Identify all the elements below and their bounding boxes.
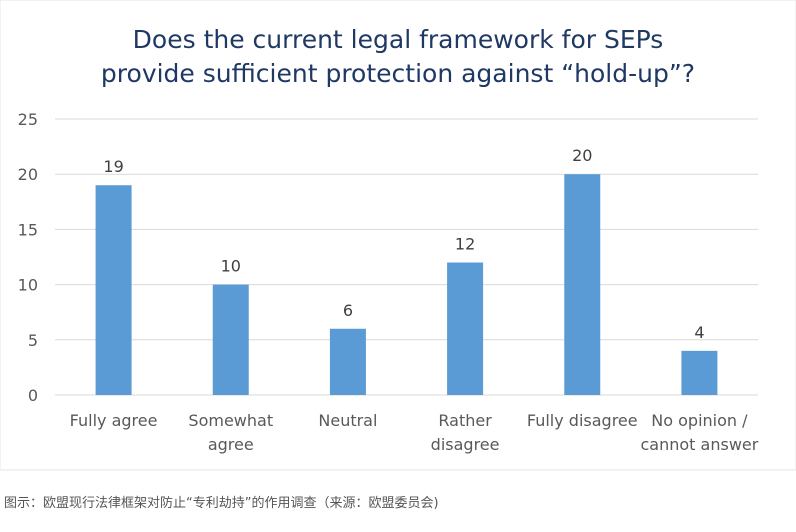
data-label: 20	[572, 146, 592, 165]
bar	[564, 174, 601, 395]
data-label: 19	[103, 157, 123, 176]
bar	[681, 350, 718, 395]
x-category-label: Fully disagree	[527, 411, 638, 430]
gridlines	[55, 118, 758, 396]
data-labels: 19 10 6 12 20 4	[103, 146, 704, 342]
bar	[447, 262, 484, 395]
x-category-label: No opinion /	[651, 411, 748, 430]
figure-caption: 图示：欧盟现行法律框架对防止“专利劫持”的作用调查（来源：欧盟委员会)	[4, 496, 439, 511]
x-category-label: disagree	[431, 435, 500, 454]
y-tick-label: 15	[18, 220, 38, 239]
y-tick-label: 10	[18, 276, 38, 295]
bar	[329, 328, 366, 395]
x-axis-categories: Fully agree Somewhat agree Neutral Rather dis…	[70, 411, 759, 454]
x-category-label: Somewhat	[188, 411, 273, 430]
data-label: 12	[455, 235, 475, 254]
y-tick-label: 25	[18, 110, 38, 129]
y-tick-label: 5	[28, 331, 38, 350]
x-category-label: agree	[208, 435, 254, 454]
x-category-label: Neutral	[318, 411, 377, 430]
y-tick-label: 0	[28, 386, 38, 405]
data-label: 10	[221, 257, 241, 276]
bars	[95, 174, 718, 395]
chart-area	[0, 0, 796, 471]
chart-title-line: provide sufficient protection against “h…	[101, 59, 695, 88]
y-axis-ticks: 0 5 10 15 20 25	[18, 110, 38, 405]
x-category-label: cannot answer	[641, 435, 759, 454]
chart-title-line: Does the current legal framework for SEP…	[133, 25, 664, 54]
chart-title: Does the current legal framework for SEP…	[101, 25, 695, 88]
data-label: 4	[694, 323, 704, 342]
bar	[95, 185, 132, 395]
bar	[212, 284, 249, 395]
x-category-label: Fully agree	[70, 411, 158, 430]
data-label: 6	[343, 301, 353, 320]
x-category-label: Rather	[438, 411, 492, 430]
y-tick-label: 20	[18, 165, 38, 184]
